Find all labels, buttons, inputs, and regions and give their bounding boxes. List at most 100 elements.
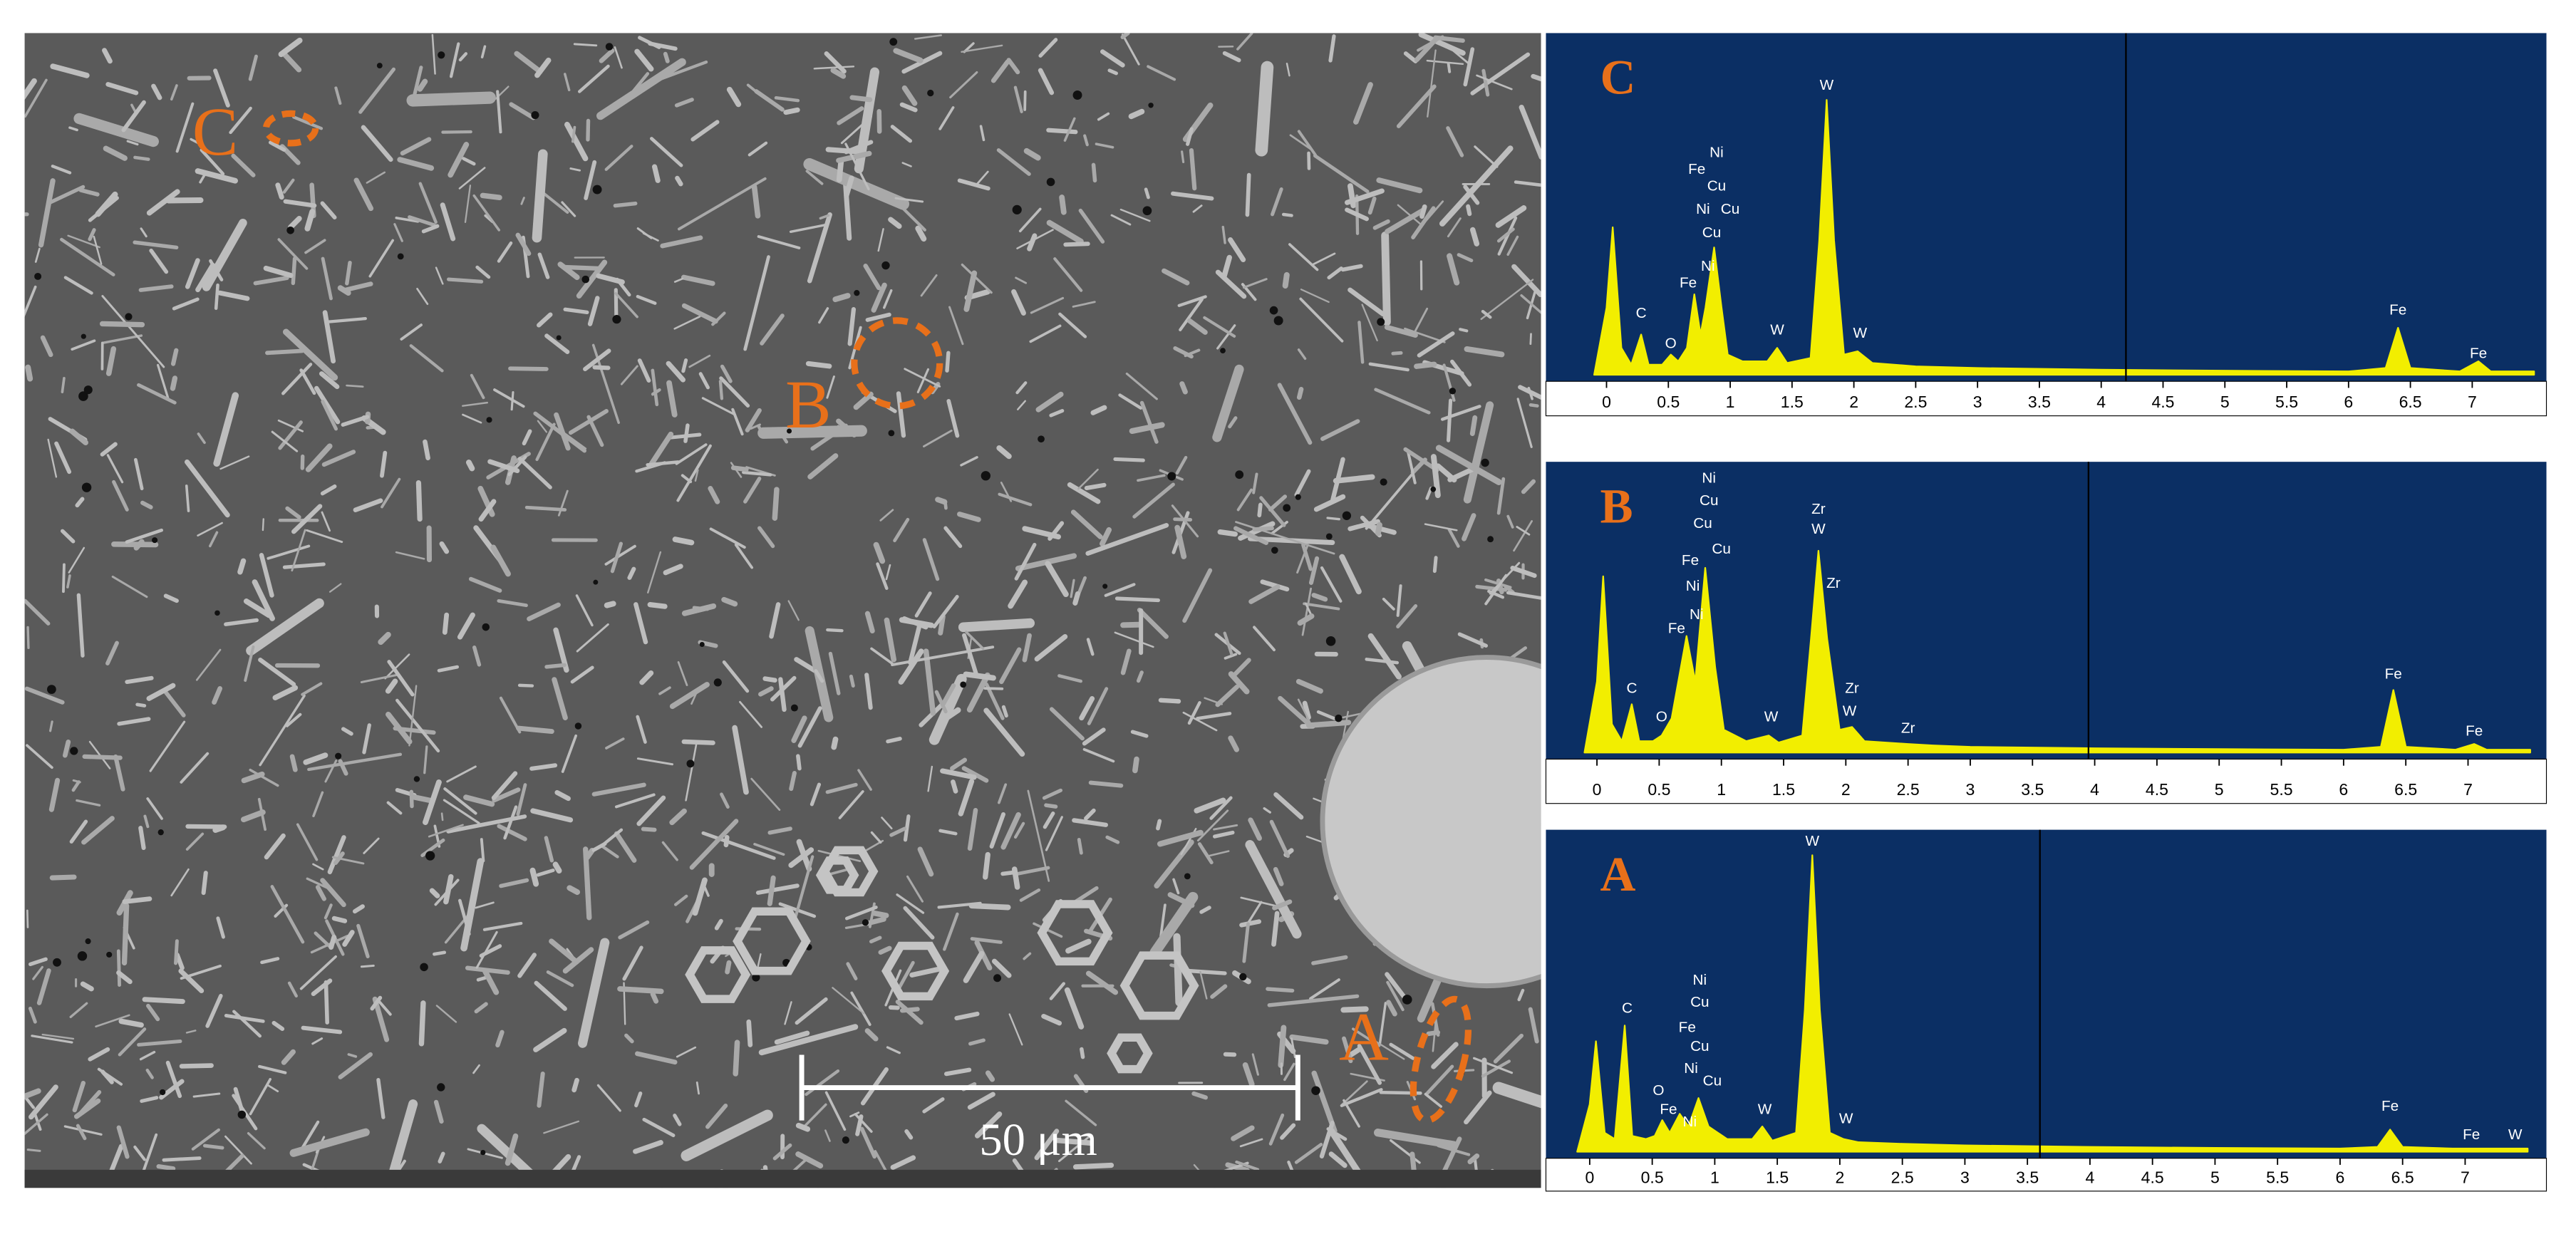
crystal-needle: [95, 1014, 130, 1028]
micrograph-background: [24, 33, 1541, 1188]
pore: [77, 951, 88, 961]
crystal-needle: [966, 672, 990, 713]
crystal-needle: [870, 831, 882, 844]
crystal-needle: [395, 698, 440, 753]
pore: [480, 1149, 486, 1156]
pore: [1167, 472, 1176, 481]
crystal-needle: [1437, 1144, 1471, 1156]
crystal-needle: [362, 723, 371, 755]
crystal-needle: [347, 1053, 358, 1058]
crystal-needle: [1344, 188, 1385, 205]
crystal-needle: [1381, 232, 1391, 326]
crystal-needle: [676, 1046, 697, 1058]
crystal-needle: [28, 1006, 37, 1024]
crystal-needle: [81, 816, 115, 845]
crystal-needle: [1221, 225, 1226, 244]
crystal-needle: [1407, 451, 1417, 484]
crystal-needle: [423, 745, 428, 774]
crystal-needle: [1137, 608, 1169, 639]
crystal-needle: [418, 182, 438, 224]
crystal-needle: [592, 365, 611, 370]
crystal-needle: [934, 690, 948, 714]
crystal-needle: [1085, 970, 1119, 995]
crystal-needle: [289, 1128, 370, 1157]
crystal-needle: [1179, 381, 1188, 395]
crystal-needle: [1516, 398, 1533, 448]
crystal-needle: [343, 281, 373, 293]
crystal-needle: [914, 591, 932, 618]
crystal-needle: [1087, 687, 1109, 725]
crystal-needle: [140, 1096, 159, 1103]
crystal-needle: [537, 312, 553, 328]
crystal-needle: [901, 162, 912, 167]
crystal-needle: [268, 140, 286, 152]
crystal-needle: [1174, 524, 1187, 559]
crystal-needle: [291, 504, 323, 534]
crystal-needle: [683, 423, 690, 443]
crystal-needle: [620, 365, 638, 385]
crystal-needle: [1181, 150, 1185, 164]
crystal-needle: [948, 306, 964, 346]
crystal-needle: [788, 847, 814, 869]
crystal-needle: [634, 48, 654, 72]
crystal-needle: [914, 34, 942, 40]
crystal-needle: [116, 970, 133, 985]
crystal-needle: [482, 968, 500, 995]
x-tick-label: 2.5: [1891, 1168, 1914, 1186]
crystal-needle: [142, 997, 185, 1005]
crystal-needle: [233, 1087, 245, 1115]
crystal-needle: [1414, 307, 1429, 332]
pore: [1311, 1086, 1320, 1095]
peak-label: Cu: [1703, 1073, 1722, 1089]
crystal-needle: [378, 1000, 392, 1016]
crystal-needle: [803, 157, 910, 210]
crystal-needle: [1086, 638, 1095, 656]
pore: [1380, 478, 1387, 486]
crystal-needle: [1357, 1044, 1382, 1085]
crystal-needle: [709, 527, 746, 549]
crystal-needle: [743, 255, 770, 351]
crystal-needle: [78, 187, 100, 197]
crystal-needle: [673, 277, 684, 283]
crystal-needle: [1368, 362, 1409, 372]
crystal-needle: [1064, 987, 1085, 1030]
crystal-needle: [122, 896, 152, 904]
crystal-needle: [356, 923, 370, 958]
crystal-needle: [567, 885, 581, 896]
crystal-needle: [557, 489, 569, 517]
crystal-needle: [202, 219, 247, 291]
crystal-needle: [514, 51, 543, 75]
crystal-needle: [916, 368, 930, 393]
crystal-needle: [561, 201, 576, 217]
crystal-needle: [342, 930, 355, 947]
region-marker: [262, 110, 319, 147]
crystal-needle: [341, 415, 370, 427]
crystal-needle: [517, 457, 552, 489]
crystal-needle: [1252, 472, 1258, 494]
crystal-needle: [967, 1092, 995, 1110]
crystal-needle: [1447, 467, 1475, 482]
crystal-needle: [257, 797, 267, 831]
crystal-needle: [1038, 38, 1058, 58]
crystal-needle: [732, 725, 749, 795]
crystal-needle: [1232, 658, 1251, 677]
crystal-needle: [417, 78, 428, 92]
crystal-needle: [940, 768, 977, 780]
crystal-needle: [1417, 331, 1455, 358]
crystal-needle: [137, 1039, 182, 1047]
crystal-needle: [289, 754, 298, 772]
crystal-needle: [1424, 1064, 1454, 1096]
crystal-needle: [1521, 479, 1536, 494]
x-tick-label: 6.5: [2394, 780, 2417, 799]
crystal-needle: [224, 618, 259, 626]
crystal-needle: [505, 1133, 519, 1166]
crystal-needle: [901, 207, 926, 232]
crystal-needle: [26, 626, 30, 649]
crystal-needle: [253, 276, 289, 286]
pore: [1235, 470, 1244, 479]
crystal-needle: [385, 678, 398, 694]
crystal-needle: [1156, 819, 1162, 831]
crystal-needle: [259, 553, 274, 598]
crystal-needle: [103, 334, 143, 344]
crystal-needle: [1333, 474, 1375, 484]
